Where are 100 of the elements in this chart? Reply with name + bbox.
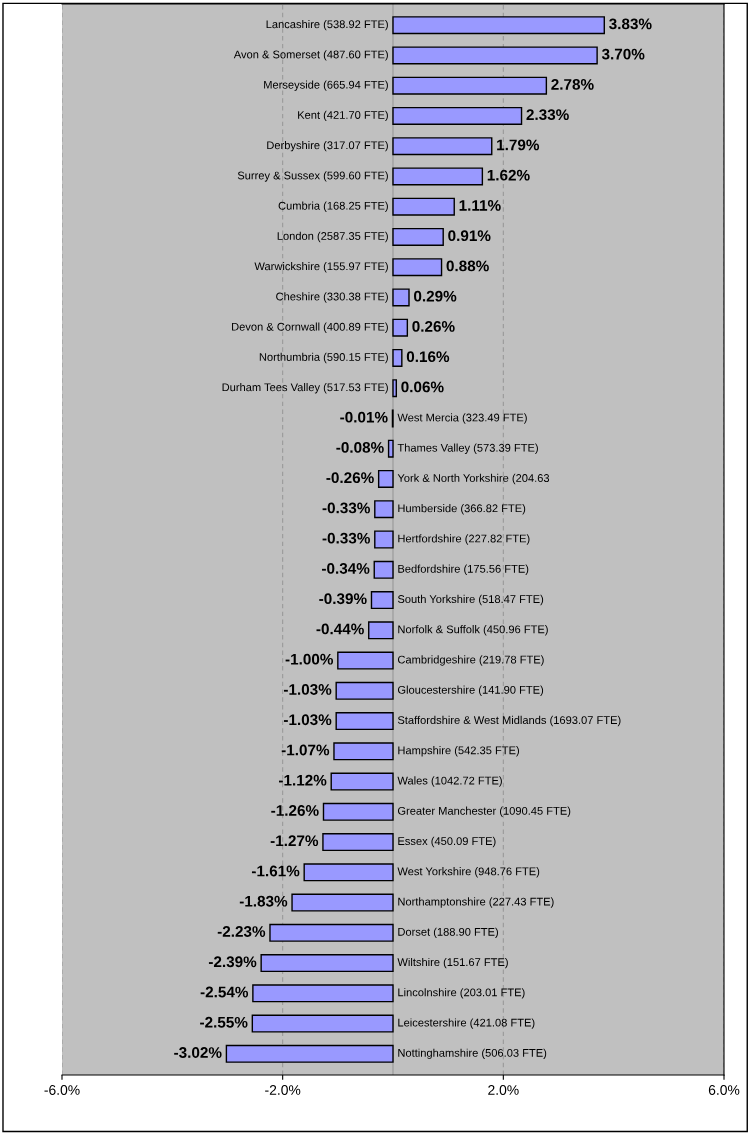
- data-label: -1.83%: [239, 895, 288, 907]
- bar: [335, 681, 394, 700]
- data-label: -1.27%: [270, 835, 319, 847]
- y-tick-label: Avon & Somerset (487.60 FTE): [233, 50, 388, 61]
- y-tick-label: Devon & Cornwall (400.89 FTE): [232, 322, 388, 333]
- bar: [392, 137, 493, 156]
- y-tick-label: Warwickshire (155.97 FTE): [254, 262, 388, 273]
- y-tick-label: South Yorkshire (518.47 FTE): [397, 594, 544, 606]
- bar: [373, 560, 394, 579]
- bar: [252, 984, 394, 1003]
- y-tick-label: Staffordshire & West Midlands (1693.07 FTE): [397, 715, 621, 727]
- data-label: -1.03%: [283, 714, 332, 726]
- y-tick-label: Dorset (188.90 FTE): [398, 927, 498, 938]
- x-tick-label: -2.0%: [265, 1085, 301, 1095]
- y-tick-label: Cumbria (168.25 FTE): [278, 201, 388, 212]
- y-tick-label: Derbyshire (317.07 FTE): [267, 141, 388, 152]
- y-tick-label: West Mercia (323.49 FTE): [397, 413, 527, 424]
- data-label: 1.11%: [459, 200, 501, 211]
- bar: [392, 348, 403, 367]
- y-tick-label: Norfolk & Suffolk (450.96 FTE): [398, 625, 548, 636]
- data-label: 0.88%: [446, 260, 489, 272]
- bar: [333, 742, 394, 761]
- bar: [374, 530, 394, 549]
- data-label: 3.83%: [609, 18, 652, 30]
- data-label: -2.23%: [217, 926, 266, 937]
- data-label: -0.39%: [319, 593, 367, 605]
- y-tick-label: Greater Manchester (1090.45 FTE): [397, 806, 571, 817]
- data-label: 2.78%: [551, 78, 594, 90]
- data-label: -1.00%: [285, 653, 334, 665]
- y-tick-label: London (2587.35 FTE): [277, 231, 388, 243]
- data-label: 0.91%: [448, 230, 491, 242]
- y-tick-label: Surrey & Sussex (599.60 FTE): [237, 171, 388, 182]
- bar: [392, 288, 410, 307]
- data-label: 0.16%: [406, 351, 450, 363]
- data-label: 0.26%: [412, 321, 455, 332]
- bar: [377, 469, 394, 489]
- data-label: -0.34%: [322, 563, 370, 574]
- y-tick-label: Merseyside (665.94 FTE): [264, 80, 388, 91]
- data-label: -0.08%: [336, 442, 384, 453]
- bar: [291, 893, 394, 912]
- bar: [269, 923, 394, 942]
- bar: [260, 954, 394, 973]
- data-label: -1.07%: [281, 744, 330, 756]
- y-tick-label: Cheshire (330.38 FTE): [276, 292, 388, 303]
- bar: [387, 439, 394, 458]
- bar: [392, 379, 398, 398]
- y-tick-label: Leicestershire (421.08 FTE): [398, 1018, 535, 1029]
- data-label: -1.12%: [278, 774, 327, 786]
- data-label: -0.44%: [316, 623, 364, 635]
- data-label: -0.26%: [326, 472, 374, 484]
- y-tick-label: Wales (1042.72 FTE): [397, 776, 502, 787]
- y-tick-label: Bedfordshire (175.56 FTE): [398, 564, 529, 575]
- y-tick-label: Wiltshire (151.67 FTE): [397, 957, 508, 969]
- bar: [225, 1044, 394, 1063]
- data-label: -1.03%: [283, 684, 332, 695]
- y-tick-label: West Yorkshire (948.76 FTE): [397, 867, 540, 878]
- bar: [370, 590, 394, 610]
- y-tick-label: Hampshire (542.35 FTE): [398, 746, 519, 757]
- y-tick-label: Nottinghamshire (506.03 FTE): [398, 1048, 547, 1059]
- bar: [392, 76, 548, 95]
- data-label: 3.70%: [601, 48, 645, 60]
- bar: [392, 46, 598, 65]
- x-tick-label: 2.0%: [488, 1085, 519, 1095]
- bar: [392, 106, 523, 125]
- bar: [392, 318, 409, 337]
- bar: [374, 500, 394, 519]
- data-label: -1.61%: [251, 865, 300, 877]
- bar: [368, 621, 394, 640]
- data-label: 0.29%: [414, 290, 457, 302]
- y-tick-label: Thames Valley (573.39 FTE): [397, 443, 538, 454]
- data-label: -0.01%: [340, 411, 388, 423]
- bar: [392, 16, 605, 35]
- y-tick-label: Essex (450.09 FTE): [398, 836, 496, 848]
- y-tick-label: York & North Yorkshire (204.63: [397, 473, 550, 485]
- bar: [392, 197, 455, 216]
- data-label: -2.54%: [200, 986, 249, 998]
- y-tick-label: Cambridgeshire (219.78 FTE): [397, 655, 544, 666]
- y-tick-label: Northamptonshire (227.43 FTE): [398, 897, 554, 908]
- y-tick-label: Lancashire (538.92 FTE): [266, 20, 388, 31]
- data-label: 1.62%: [487, 169, 530, 181]
- bar: [392, 227, 444, 246]
- data-label: -3.02%: [174, 1047, 222, 1058]
- bar: [392, 167, 484, 186]
- y-tick-label: Gloucestershire (141.90 FTE): [397, 685, 544, 696]
- data-label: -2.55%: [200, 1016, 248, 1028]
- data-label: 2.33%: [526, 109, 569, 121]
- y-tick-label: Durham Tees Valley (517.53 FTE): [222, 383, 388, 394]
- bar: [322, 833, 394, 852]
- bar: [337, 651, 394, 670]
- data-label: 0.06%: [401, 381, 444, 393]
- bar: [303, 863, 394, 882]
- data-label: 1.79%: [497, 139, 540, 151]
- x-tick-label: 6.0%: [708, 1085, 740, 1095]
- x-tick-label: -6.0%: [44, 1085, 80, 1095]
- data-label: -1.26%: [271, 805, 319, 816]
- bar: [335, 712, 394, 731]
- bar: [330, 772, 394, 791]
- y-tick-label: Humberside (366.82 FTE): [398, 504, 526, 515]
- y-tick-label: Northumbria (590.15 FTE): [259, 352, 388, 364]
- y-tick-label: Hertfordshire (227.82 FTE): [398, 534, 530, 545]
